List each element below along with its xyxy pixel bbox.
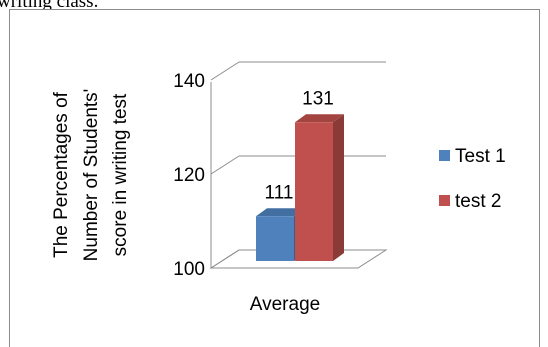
data-label: 131: [302, 88, 334, 109]
bar-side-1: [333, 114, 344, 261]
chart-floor: [209, 249, 388, 269]
bar-1: [295, 122, 333, 261]
y-tick-label: 120: [173, 165, 205, 186]
chart-frame: [9, 9, 540, 347]
gridline-depth-1: [210, 155, 240, 175]
y-tick-label: 100: [173, 259, 205, 280]
bar-top-1: [295, 114, 344, 123]
y-axis-title-line: The Percentages of: [51, 91, 72, 258]
legend-swatch-1: [439, 195, 450, 206]
bar-top-0: [256, 208, 305, 217]
x-category-label: Average: [250, 294, 320, 315]
legend-swatch-0: [439, 150, 450, 161]
legend-label: test 2: [455, 191, 501, 212]
gridline-depth-2: [210, 61, 240, 81]
bar-0: [256, 216, 294, 261]
data-label: 111: [265, 182, 294, 203]
legend-label: Test 1: [455, 146, 506, 167]
y-tick-label: 140: [173, 71, 205, 92]
y-axis-title-line: Number of Students': [81, 89, 102, 262]
y-axis-title-line: score in writing test: [110, 93, 131, 256]
